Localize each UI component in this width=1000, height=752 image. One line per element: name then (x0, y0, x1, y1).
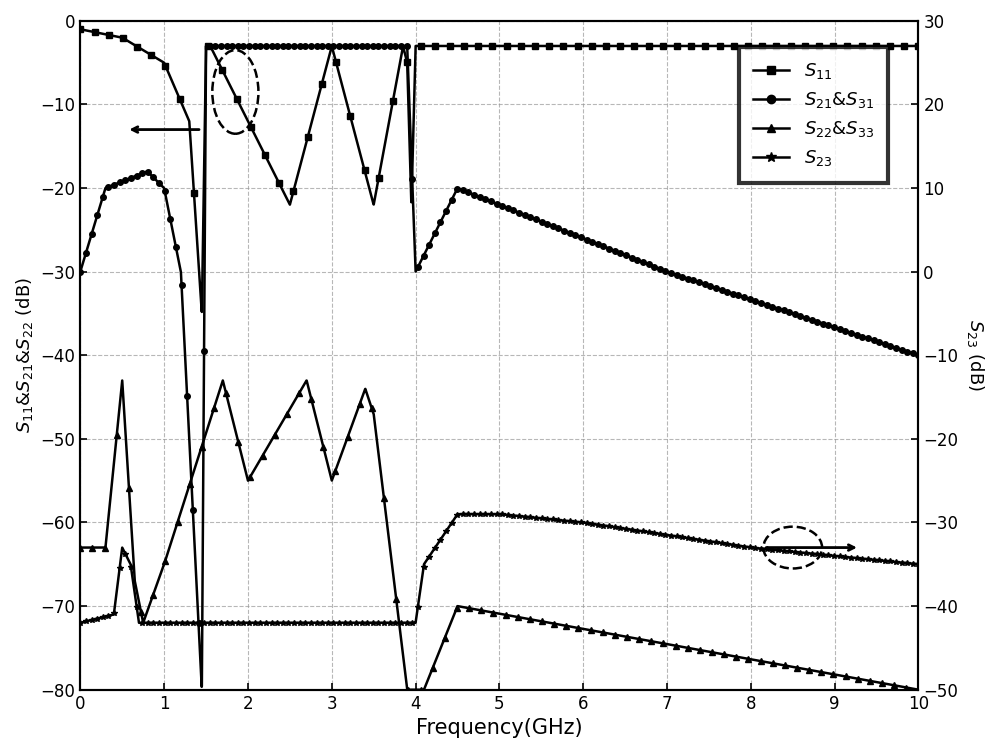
Y-axis label: $S_{23}$ (dB): $S_{23}$ (dB) (965, 320, 986, 391)
Legend: $S_{11}$, $S_{21}$&$S_{31}$, $S_{22}$&$S_{33}$, $S_{23}$: $S_{11}$, $S_{21}$&$S_{31}$, $S_{22}$&$S… (739, 47, 888, 183)
Y-axis label: $S_{11}$&$S_{21}$&$S_{22}$ (dB): $S_{11}$&$S_{21}$&$S_{22}$ (dB) (14, 277, 35, 433)
X-axis label: Frequency(GHz): Frequency(GHz) (416, 718, 583, 738)
